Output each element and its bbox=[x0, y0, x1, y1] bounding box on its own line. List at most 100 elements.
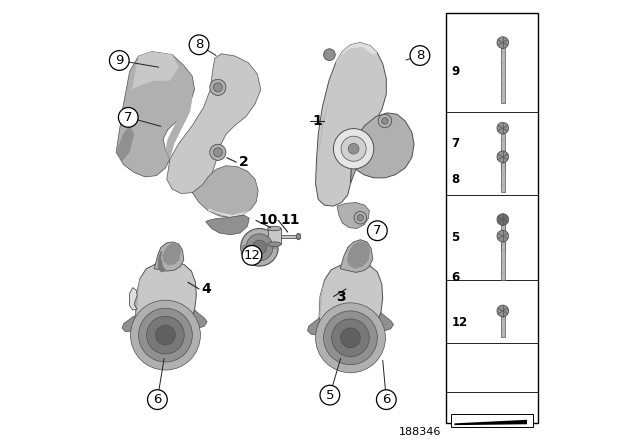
Circle shape bbox=[189, 35, 209, 55]
Polygon shape bbox=[130, 288, 137, 310]
FancyBboxPatch shape bbox=[500, 241, 505, 280]
Circle shape bbox=[367, 221, 387, 241]
FancyBboxPatch shape bbox=[500, 47, 505, 103]
Polygon shape bbox=[377, 313, 394, 331]
Polygon shape bbox=[268, 228, 281, 244]
Text: 6: 6 bbox=[382, 393, 390, 406]
Polygon shape bbox=[132, 52, 179, 90]
Polygon shape bbox=[340, 240, 373, 272]
Circle shape bbox=[378, 114, 392, 128]
Circle shape bbox=[213, 148, 222, 157]
Text: 9: 9 bbox=[451, 65, 460, 78]
Text: 7: 7 bbox=[373, 224, 381, 237]
Circle shape bbox=[210, 144, 226, 160]
Circle shape bbox=[497, 214, 509, 225]
Polygon shape bbox=[454, 420, 527, 425]
Text: 4: 4 bbox=[202, 282, 211, 296]
Text: 188346: 188346 bbox=[399, 427, 441, 437]
Circle shape bbox=[357, 215, 364, 221]
Circle shape bbox=[340, 328, 360, 348]
Circle shape bbox=[348, 143, 359, 154]
Polygon shape bbox=[206, 215, 249, 235]
Polygon shape bbox=[158, 251, 167, 272]
FancyBboxPatch shape bbox=[500, 161, 505, 192]
Polygon shape bbox=[319, 263, 383, 341]
FancyBboxPatch shape bbox=[451, 414, 533, 427]
Text: 5: 5 bbox=[451, 231, 460, 244]
Text: 1: 1 bbox=[312, 114, 322, 128]
Circle shape bbox=[497, 151, 509, 163]
Ellipse shape bbox=[296, 233, 301, 240]
Polygon shape bbox=[336, 43, 378, 63]
Circle shape bbox=[332, 319, 369, 357]
Circle shape bbox=[131, 300, 200, 370]
Polygon shape bbox=[136, 271, 145, 316]
Text: 6: 6 bbox=[451, 271, 460, 284]
Text: 7: 7 bbox=[451, 137, 460, 150]
Circle shape bbox=[156, 325, 175, 345]
Text: 8: 8 bbox=[451, 172, 460, 186]
Circle shape bbox=[341, 136, 366, 161]
Polygon shape bbox=[163, 242, 181, 265]
Circle shape bbox=[497, 305, 509, 317]
Text: 8: 8 bbox=[195, 38, 204, 52]
Polygon shape bbox=[191, 310, 207, 328]
Circle shape bbox=[316, 303, 385, 373]
Circle shape bbox=[118, 108, 138, 127]
Text: 8: 8 bbox=[416, 49, 424, 62]
Polygon shape bbox=[351, 113, 414, 184]
Circle shape bbox=[324, 49, 335, 60]
Polygon shape bbox=[136, 262, 196, 339]
FancyBboxPatch shape bbox=[500, 224, 505, 251]
Polygon shape bbox=[132, 323, 198, 339]
Circle shape bbox=[210, 79, 226, 95]
Text: 11: 11 bbox=[280, 213, 300, 228]
Circle shape bbox=[139, 308, 192, 362]
Polygon shape bbox=[116, 125, 134, 161]
Polygon shape bbox=[165, 65, 192, 159]
Polygon shape bbox=[122, 316, 137, 332]
Circle shape bbox=[296, 234, 301, 239]
Circle shape bbox=[252, 240, 267, 254]
Polygon shape bbox=[316, 325, 383, 341]
Circle shape bbox=[410, 46, 430, 65]
Circle shape bbox=[320, 385, 340, 405]
Ellipse shape bbox=[268, 242, 281, 246]
Text: 12: 12 bbox=[243, 249, 260, 262]
Circle shape bbox=[242, 246, 262, 265]
Polygon shape bbox=[316, 99, 329, 184]
Text: 12: 12 bbox=[451, 316, 467, 329]
Circle shape bbox=[148, 390, 167, 409]
Circle shape bbox=[246, 234, 273, 261]
FancyBboxPatch shape bbox=[446, 13, 538, 423]
Text: 9: 9 bbox=[115, 54, 124, 67]
Polygon shape bbox=[154, 242, 184, 271]
Circle shape bbox=[213, 83, 222, 92]
FancyBboxPatch shape bbox=[501, 315, 504, 337]
Circle shape bbox=[497, 122, 509, 134]
Circle shape bbox=[109, 51, 129, 70]
Text: 10: 10 bbox=[258, 213, 278, 228]
Polygon shape bbox=[116, 52, 195, 177]
Polygon shape bbox=[241, 245, 279, 249]
Text: 7: 7 bbox=[124, 111, 132, 124]
Text: 2: 2 bbox=[239, 155, 248, 169]
Polygon shape bbox=[316, 43, 387, 206]
Text: 6: 6 bbox=[153, 393, 161, 406]
Circle shape bbox=[241, 228, 278, 266]
Circle shape bbox=[497, 230, 509, 242]
Polygon shape bbox=[208, 208, 251, 217]
Text: 5: 5 bbox=[326, 388, 334, 402]
Circle shape bbox=[497, 37, 509, 48]
Polygon shape bbox=[281, 235, 298, 238]
Polygon shape bbox=[337, 202, 369, 228]
Circle shape bbox=[354, 211, 367, 224]
Circle shape bbox=[147, 316, 184, 354]
FancyBboxPatch shape bbox=[500, 133, 505, 169]
Circle shape bbox=[333, 129, 374, 169]
Polygon shape bbox=[347, 241, 370, 269]
Polygon shape bbox=[167, 54, 261, 194]
Polygon shape bbox=[319, 271, 328, 318]
Polygon shape bbox=[192, 166, 258, 217]
Circle shape bbox=[324, 311, 378, 365]
